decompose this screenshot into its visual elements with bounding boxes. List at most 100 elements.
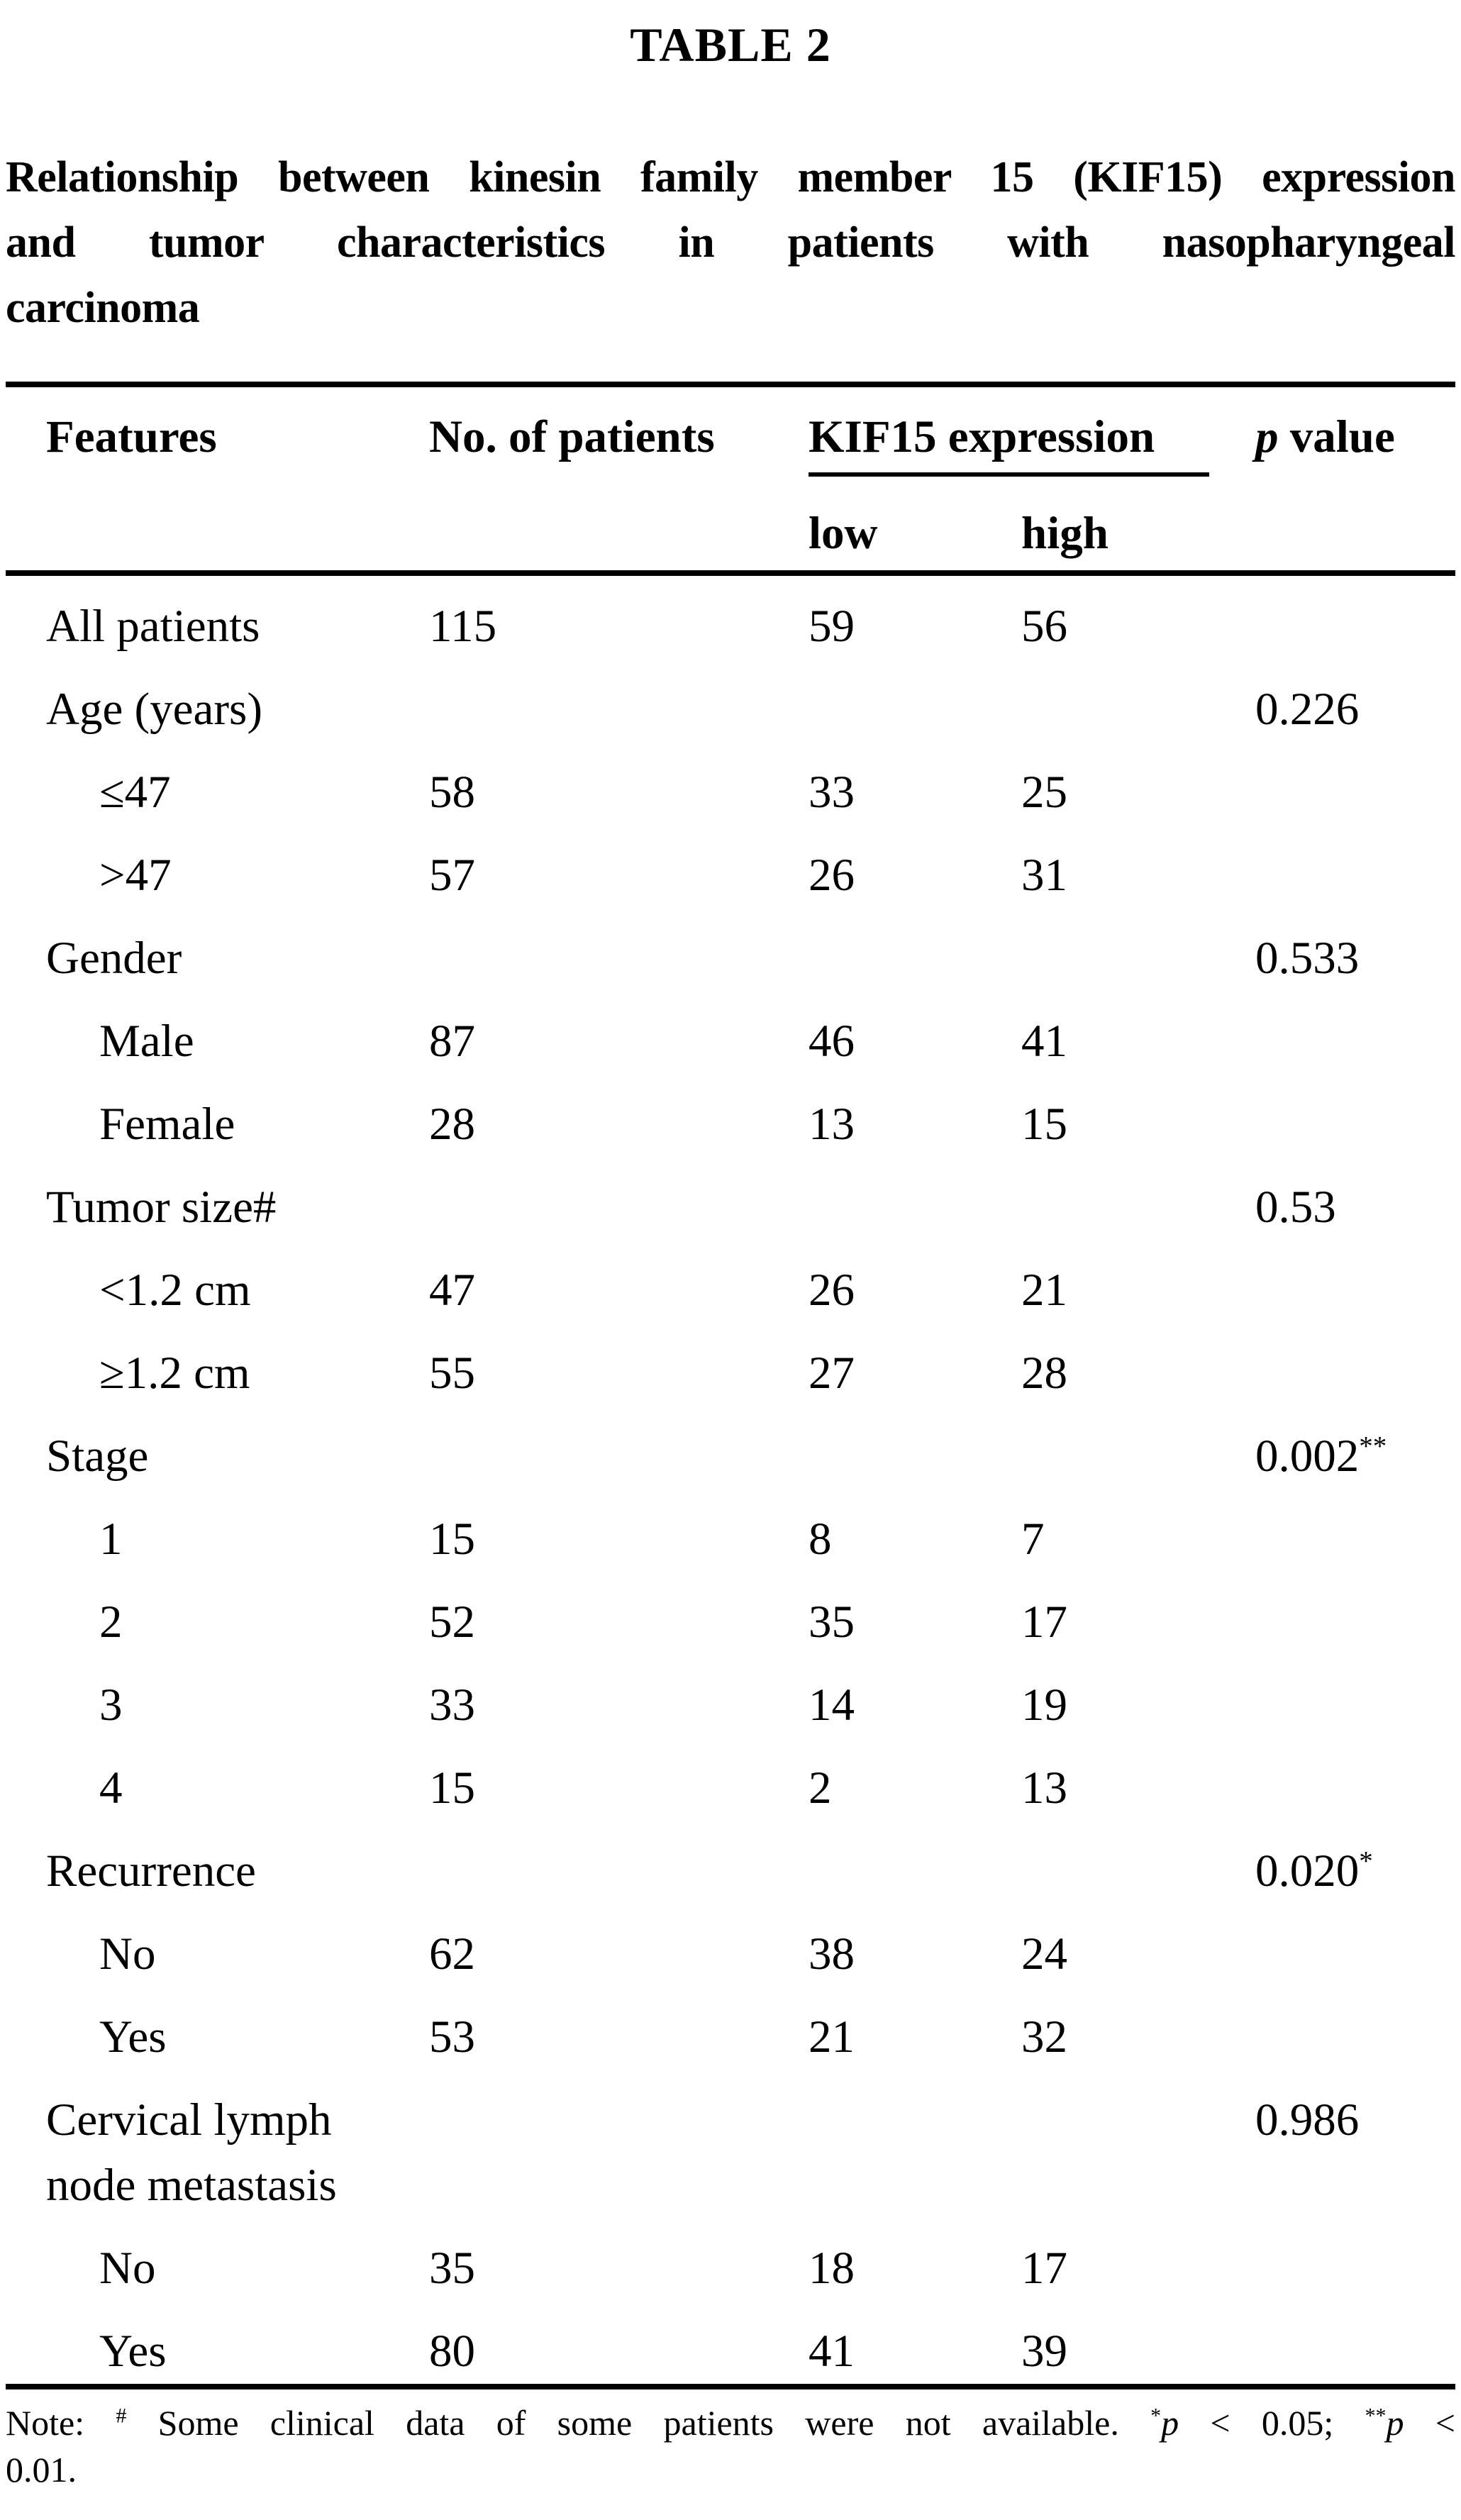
row-p-value: 0.533 bbox=[1255, 926, 1455, 991]
row-kif15-low bbox=[809, 1175, 1021, 1240]
row-feature-label: 4 bbox=[99, 1763, 123, 1814]
row-p-value-significance: ** bbox=[1359, 1431, 1387, 1462]
row-no-of-patients: 58 bbox=[429, 767, 475, 818]
row-p-value bbox=[1255, 843, 1455, 908]
table-row: Tumor size# 0.53 bbox=[0, 1157, 1461, 1240]
row-kif15-high: 25 bbox=[1021, 767, 1067, 818]
row-no-of-patients: 33 bbox=[429, 1680, 475, 1731]
table-row: >47 57 26 31 bbox=[0, 825, 1461, 908]
row-kif15-low: 26 bbox=[809, 850, 855, 901]
header-high: high bbox=[1021, 508, 1109, 559]
table-row: 2 52 35 17 bbox=[0, 1572, 1461, 1655]
row-kif15-high: 39 bbox=[1021, 2326, 1067, 2377]
row-p-value: 0.53 bbox=[1255, 1175, 1455, 1240]
header-p-value: p value bbox=[1255, 409, 1455, 477]
row-feature-label: 1 bbox=[99, 1514, 123, 1565]
row-p-value: 0.020* bbox=[1255, 1838, 1455, 1904]
row-kif15-high: 24 bbox=[1021, 1928, 1067, 1980]
row-kif15-low: 14 bbox=[809, 1680, 855, 1731]
row-feature-label: Age (years) bbox=[46, 684, 262, 735]
row-kif15-low bbox=[809, 1423, 1021, 1489]
header-no-of-patients: No. of patients bbox=[429, 411, 715, 462]
row-p-value bbox=[1255, 1589, 1455, 1655]
row-p-value bbox=[1255, 1341, 1455, 1406]
row-kif15-high: 19 bbox=[1021, 1680, 1067, 1731]
row-p-value-text: 0.533 bbox=[1255, 933, 1360, 984]
table-row: Yes 53 21 32 bbox=[0, 1987, 1461, 2070]
row-p-value-text: 0.226 bbox=[1255, 684, 1360, 735]
footnote-threshold-2: < bbox=[1404, 2403, 1455, 2443]
row-p-value-text: 0.002 bbox=[1255, 1431, 1360, 1482]
header-spacer-features bbox=[46, 505, 429, 562]
row-no-of-patients bbox=[429, 1423, 809, 1489]
row-feature-label: Tumor size# bbox=[46, 1182, 277, 1233]
table-row: Stage 0.002** bbox=[0, 1406, 1461, 1489]
table-body: All patients 115 59 56 Age (years) 0.226… bbox=[0, 576, 1461, 2384]
table-row: Yes 80 41 39 bbox=[0, 2301, 1461, 2384]
row-kif15-low: 33 bbox=[809, 767, 855, 818]
row-kif15-high: 41 bbox=[1021, 1016, 1067, 1067]
table-row: Cervical lymph node metastasis 0.986 bbox=[0, 2070, 1461, 2218]
row-feature-label: ≥1.2 cm bbox=[99, 1348, 250, 1399]
row-no-of-patients: 15 bbox=[429, 1514, 475, 1565]
row-feature-label: 3 bbox=[99, 1680, 123, 1731]
row-kif15-high: 13 bbox=[1021, 1763, 1067, 1814]
row-p-value-text: 0.53 bbox=[1255, 1182, 1336, 1233]
table-row: Recurrence 0.020* bbox=[0, 1821, 1461, 1904]
row-kif15-high: 7 bbox=[1021, 1514, 1045, 1565]
row-no-of-patients bbox=[429, 926, 809, 991]
footnote-line-2: 0.01. bbox=[6, 2450, 77, 2490]
row-no-of-patients: 52 bbox=[429, 1597, 475, 1648]
row-p-value bbox=[1255, 1921, 1455, 1987]
row-feature-label: Recurrence bbox=[46, 1845, 256, 1897]
header-kif15-expression-group: KIF15 expression bbox=[809, 409, 1255, 477]
row-no-of-patients: 35 bbox=[429, 2243, 475, 2294]
kif15-group-underline bbox=[809, 472, 1209, 477]
row-kif15-low: 59 bbox=[809, 601, 855, 652]
row-no-of-patients: 47 bbox=[429, 1265, 475, 1316]
row-kif15-low: 13 bbox=[809, 1099, 855, 1150]
row-feature-label: No bbox=[99, 1928, 156, 1980]
table-top-rule bbox=[6, 382, 1455, 387]
row-p-value bbox=[1255, 2236, 1455, 2301]
table-row: No 62 38 24 bbox=[0, 1904, 1461, 1987]
header-low: low bbox=[809, 508, 878, 559]
row-no-of-patients bbox=[429, 677, 809, 742]
footnote-star-single: * bbox=[1150, 2404, 1162, 2428]
footnote-label: Note: bbox=[6, 2403, 116, 2443]
row-no-of-patients bbox=[429, 1175, 809, 1240]
table-header-row-2: low high bbox=[0, 477, 1461, 570]
table-row: 4 15 2 13 bbox=[0, 1738, 1461, 1821]
table-row: Female 28 13 15 bbox=[0, 1074, 1461, 1157]
row-kif15-high: 15 bbox=[1021, 1099, 1067, 1150]
footnote-p1: p bbox=[1161, 2403, 1179, 2443]
row-p-value bbox=[1255, 1506, 1455, 1572]
row-kif15-low: 35 bbox=[809, 1597, 855, 1648]
row-feature-label: Stage bbox=[46, 1431, 149, 1482]
row-p-value bbox=[1255, 1672, 1455, 1738]
row-feature-label: No bbox=[99, 2243, 156, 2294]
table-row: <1.2 cm 47 26 21 bbox=[0, 1240, 1461, 1323]
row-feature-label: Cervical lymph node metastasis bbox=[46, 2094, 337, 2211]
row-feature-label: Yes bbox=[99, 2326, 167, 2377]
table-title: TABLE 2 bbox=[630, 18, 831, 72]
caption-line-2: and tumor characteristics in patients wi… bbox=[6, 218, 1456, 267]
row-p-value bbox=[1255, 1092, 1455, 1157]
table-row: Age (years) 0.226 bbox=[0, 659, 1461, 742]
row-kif15-low: 18 bbox=[809, 2243, 855, 2294]
row-feature-label: <1.2 cm bbox=[99, 1265, 251, 1316]
row-kif15-high: 17 bbox=[1021, 2243, 1067, 2294]
row-no-of-patients bbox=[429, 1838, 809, 1904]
row-kif15-low: 27 bbox=[809, 1348, 855, 1399]
row-kif15-low: 8 bbox=[809, 1514, 832, 1565]
row-kif15-high bbox=[1021, 2087, 1255, 2218]
row-kif15-high bbox=[1021, 1838, 1255, 1904]
row-feature-label: 2 bbox=[99, 1597, 123, 1648]
footnote-threshold-1: < 0.05; bbox=[1179, 2403, 1365, 2443]
row-kif15-low bbox=[809, 677, 1021, 742]
row-no-of-patients: 62 bbox=[429, 1928, 475, 1980]
row-feature-label: All patients bbox=[46, 601, 260, 652]
row-p-value bbox=[1255, 594, 1455, 659]
row-no-of-patients: 57 bbox=[429, 850, 475, 901]
row-kif15-high: 31 bbox=[1021, 850, 1067, 901]
